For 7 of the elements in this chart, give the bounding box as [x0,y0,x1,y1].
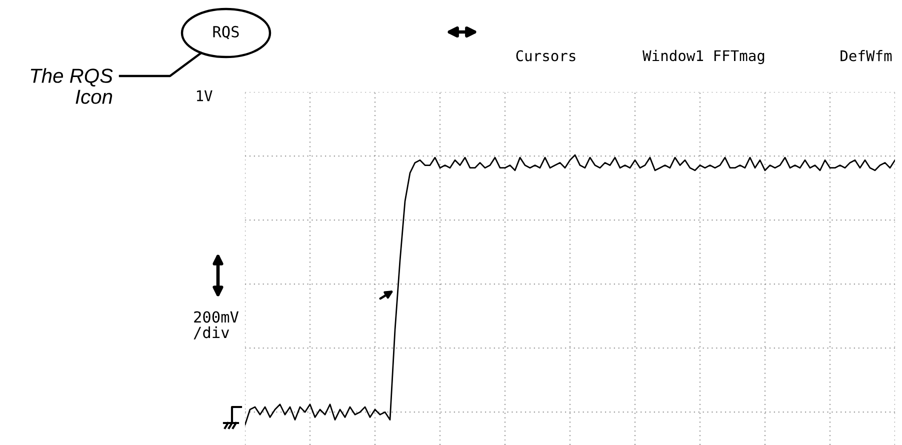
text: Window1 FFTmag [642,50,764,64]
text: 1V [196,90,212,102]
text: Cursors [516,50,576,62]
text: The RQS Icon [30,68,113,104]
text: 200mV /div [194,311,239,340]
text: RQS [213,26,239,40]
text: DefWfm [840,50,892,62]
